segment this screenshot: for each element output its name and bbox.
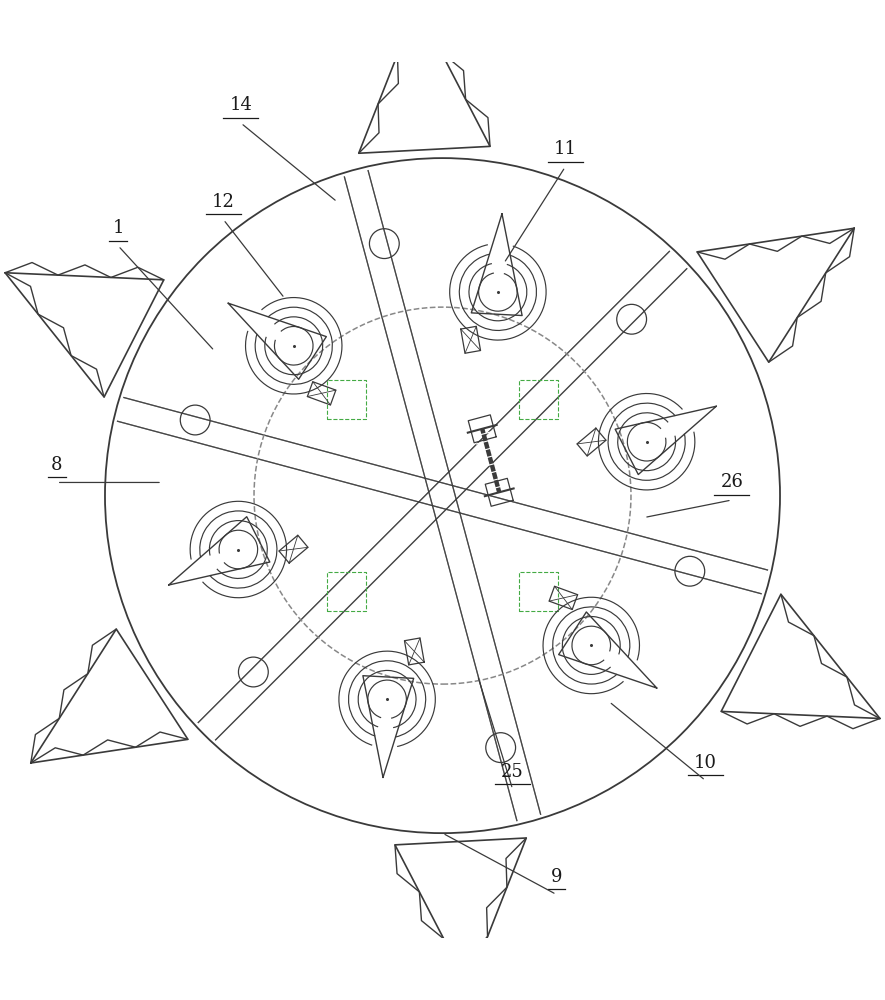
Text: 9: 9 — [550, 868, 562, 886]
Text: 11: 11 — [554, 140, 577, 158]
Text: 8: 8 — [51, 456, 63, 474]
Text: 26: 26 — [720, 473, 743, 491]
Text: 12: 12 — [212, 193, 235, 211]
Text: 1: 1 — [112, 219, 124, 237]
Text: 10: 10 — [694, 754, 717, 772]
Text: 14: 14 — [229, 96, 252, 114]
Text: 25: 25 — [501, 763, 524, 781]
